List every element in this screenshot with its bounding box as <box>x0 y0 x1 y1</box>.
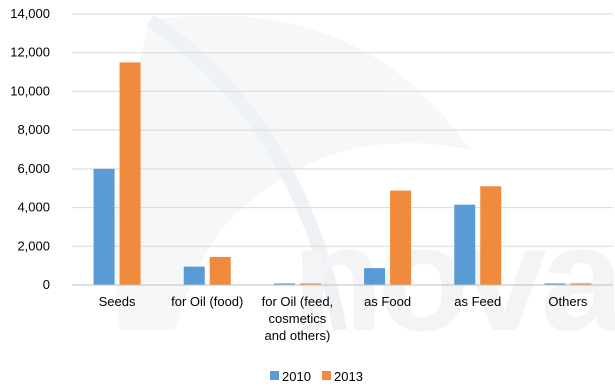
bar-2013-0 <box>119 62 141 286</box>
bar-2010-4 <box>454 204 476 285</box>
y-tick-label: 4,000 <box>17 200 50 215</box>
legend-label-2010: 2010 <box>282 369 311 384</box>
x-category-label: as Food <box>364 294 411 309</box>
watermark-logo-text: nova <box>292 194 615 362</box>
x-axis-labels: Seeds for Oil (food) for Oil (feed, cosmeti… <box>99 294 588 343</box>
grid-lines <box>72 13 613 247</box>
x-category-label: for Oil (feed, <box>262 294 334 309</box>
bar-2010-1 <box>183 266 205 285</box>
x-category-label: for Oil (food) <box>171 294 243 309</box>
legend-swatch-2010 <box>270 371 279 380</box>
watermark: nova <box>114 14 615 362</box>
bar-2013-2 <box>299 283 321 285</box>
watermark-sail-shape <box>114 15 471 331</box>
watermark-sail-edge <box>146 14 347 332</box>
x-category-label: cosmetics <box>269 311 327 326</box>
y-tick-label: 2,000 <box>17 238 50 253</box>
bar-2013-3 <box>390 190 412 285</box>
y-tick-label: 14,000 <box>10 6 50 21</box>
bar-2013-4 <box>480 186 502 285</box>
bars <box>93 62 592 286</box>
y-tick-label: 12,000 <box>10 45 50 60</box>
bar-2010-3 <box>364 268 386 285</box>
y-axis: 0 2,000 4,000 6,000 8,000 10,000 12,000 14,000 <box>10 6 50 292</box>
legend-label-2013: 2013 <box>334 369 363 384</box>
bar-2013-5 <box>570 283 592 285</box>
y-tick-label: 6,000 <box>17 161 50 176</box>
y-tick-label: 10,000 <box>10 83 50 98</box>
bar-2010-5 <box>544 283 566 285</box>
x-category-label: Seeds <box>99 294 136 309</box>
bar-2010-2 <box>273 283 295 285</box>
y-tick-label: 8,000 <box>17 122 50 137</box>
y-tick-label: 0 <box>43 277 50 292</box>
legend: 2010 2013 <box>270 369 363 384</box>
legend-swatch-2013 <box>322 371 331 380</box>
bar-2010-0 <box>93 168 115 285</box>
bar-2013-1 <box>209 256 231 285</box>
x-category-label: Others <box>548 294 588 309</box>
x-category-label: and others) <box>265 328 331 343</box>
x-category-label: as Feed <box>454 294 501 309</box>
